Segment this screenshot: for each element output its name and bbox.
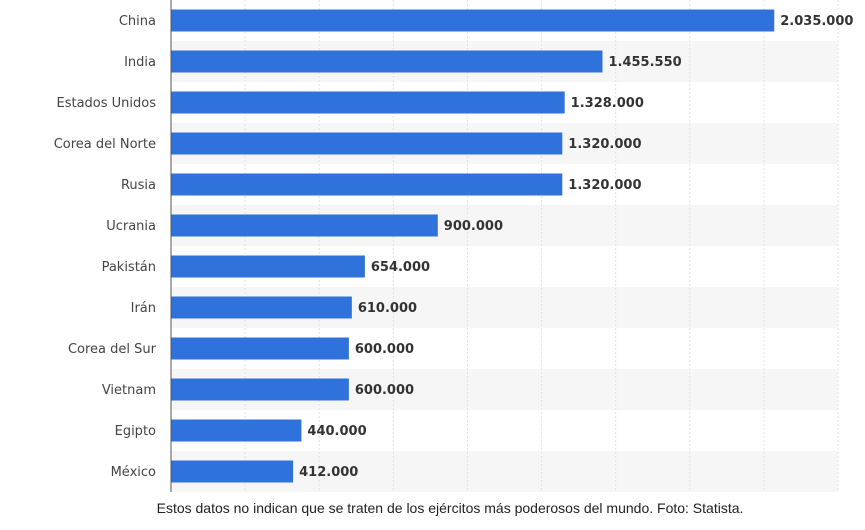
bar (171, 255, 365, 278)
category-label: Irán (131, 301, 156, 316)
category-label: Ucrania (106, 219, 156, 234)
value-label: 1.455.550 (608, 55, 681, 70)
value-label: 1.328.000 (571, 96, 644, 111)
bar (171, 132, 563, 155)
figure-caption: Estos datos no indican que se traten de … (156, 500, 744, 516)
category-label: México (111, 465, 156, 480)
category-label: Estados Unidos (56, 96, 156, 111)
category-label: Vietnam (102, 383, 156, 398)
bar-chart: China 2.035.000 India 1.455.550 Estados Unid… (54, 0, 853, 492)
bar (171, 9, 775, 32)
value-label: 2.035.000 (780, 14, 853, 29)
bar (171, 173, 563, 196)
chart-svg: China 2.035.000 India 1.455.550 Estados Unid… (54, 0, 853, 492)
value-label: 600.000 (355, 383, 414, 398)
value-label: 610.000 (358, 301, 417, 316)
value-label: 600.000 (355, 342, 414, 357)
value-label: 440.000 (307, 424, 366, 439)
value-label: 1.320.000 (568, 137, 641, 152)
bar (171, 296, 352, 319)
category-label: Corea del Sur (68, 342, 157, 357)
bar (171, 460, 294, 483)
value-label: 654.000 (371, 260, 430, 275)
category-label: India (124, 55, 156, 70)
bar (171, 337, 349, 360)
value-label: 900.000 (444, 219, 503, 234)
category-label: Corea del Norte (54, 137, 156, 152)
value-label: 412.000 (299, 465, 358, 480)
bar (171, 50, 603, 73)
category-label: China (119, 14, 156, 29)
bar (171, 214, 438, 237)
bar (171, 378, 349, 401)
category-label: Pakistán (102, 260, 156, 275)
value-label: 1.320.000 (568, 178, 641, 193)
category-label: Rusia (121, 178, 156, 193)
bar (171, 419, 302, 442)
category-label: Egipto (115, 424, 156, 439)
bar (171, 91, 565, 114)
